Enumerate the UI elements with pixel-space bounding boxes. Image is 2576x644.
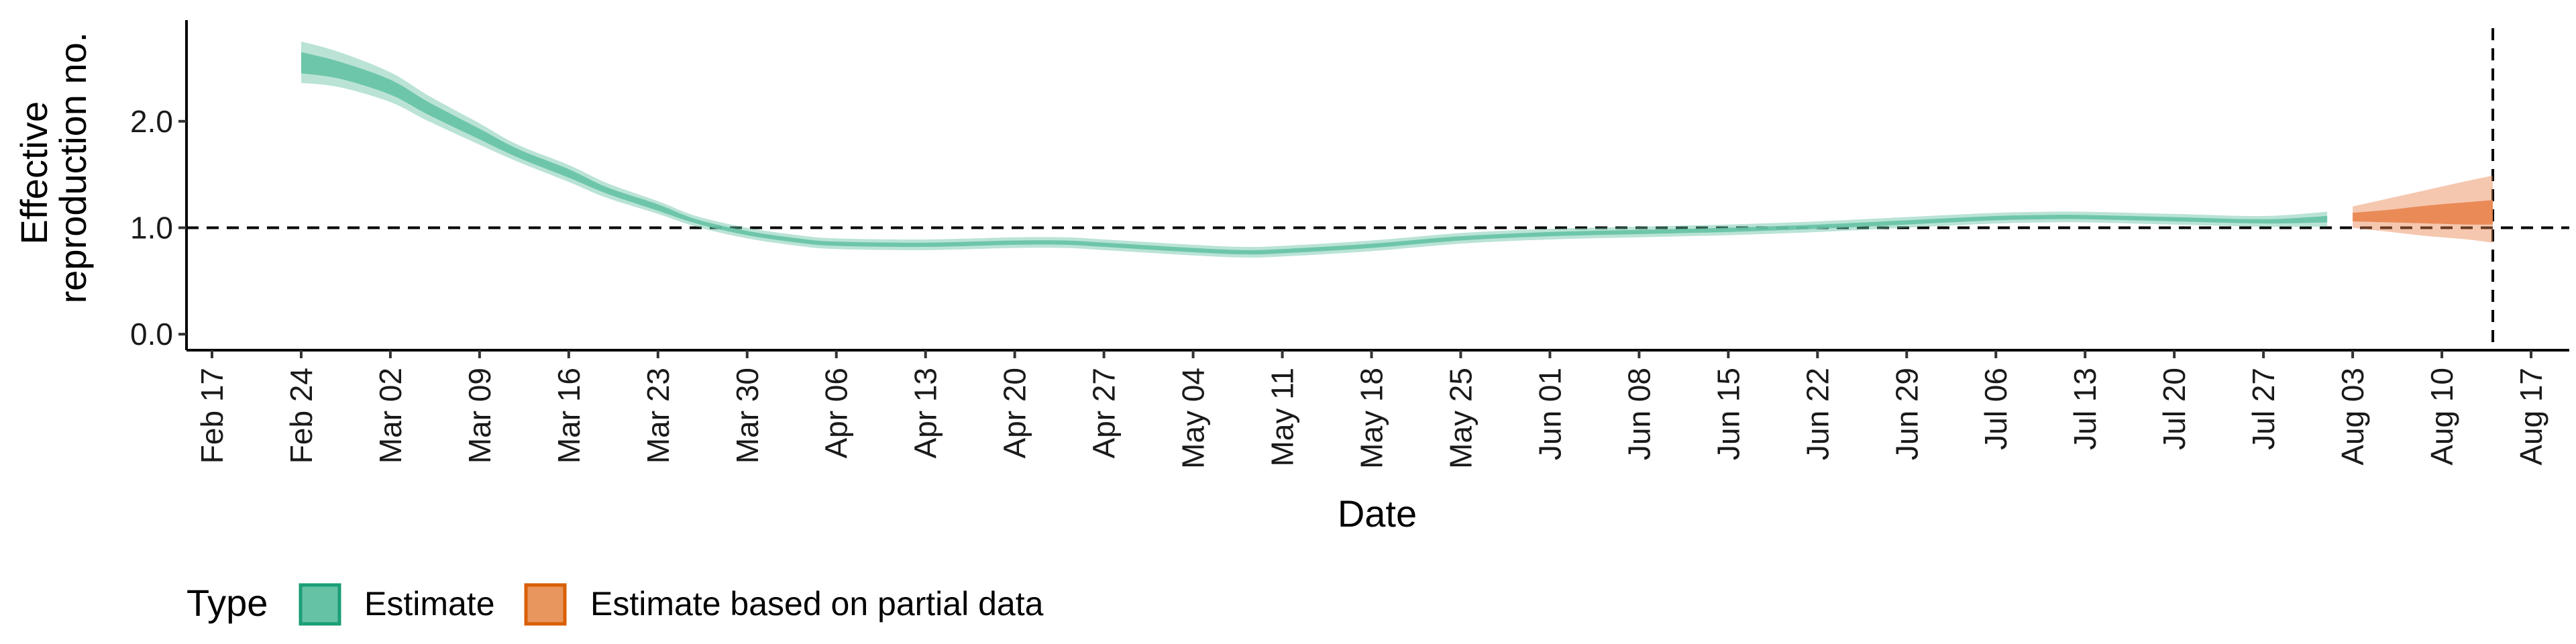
x-tick-label: Jun 29 <box>1889 368 1924 460</box>
band-inner-estimate <box>301 52 2328 255</box>
x-tick-label: Aug 17 <box>2514 368 2548 466</box>
y-tick-label: 0.0 <box>130 317 173 352</box>
x-tick-label: May 04 <box>1176 368 1211 469</box>
axes: 0.0 1.0 2.0 Feb 17 Feb 24 Mar 02 Mar 09 Mar 16 M… <box>130 20 2569 469</box>
x-tick-label: Mar 16 <box>551 368 586 464</box>
x-tick-label: Mar 30 <box>730 368 765 464</box>
y-tick-label: 1.0 <box>130 210 173 245</box>
x-tick-label: Jun 22 <box>1800 368 1835 460</box>
x-tick-label: Apr 27 <box>1087 368 1122 459</box>
x-tick-label: Jun 01 <box>1532 368 1567 460</box>
x-tick-label: Feb 24 <box>284 368 319 464</box>
x-tick-label: Mar 23 <box>641 368 676 464</box>
x-tick-label: Aug 10 <box>2424 368 2459 466</box>
x-tick-label: May 18 <box>1354 368 1389 469</box>
legend: Type Estimate Estimate based on partial … <box>186 582 1044 626</box>
x-tick-label: Mar 09 <box>462 368 497 464</box>
reference-lines <box>186 28 2569 350</box>
legend-swatch-estimate <box>299 583 341 626</box>
x-tick-label: Jun 08 <box>1621 368 1656 460</box>
x-tick-label: Mar 02 <box>373 368 408 464</box>
y-axis-title-line-1: Effective <box>13 101 55 245</box>
x-axis-title: Date <box>1338 492 1417 535</box>
estimate-bands <box>301 41 2493 258</box>
x-tick-label: Jul 06 <box>1978 368 2013 450</box>
band-inner-partial <box>2353 200 2493 225</box>
legend-label-estimate: Estimate <box>364 585 495 623</box>
legend-label-partial: Estimate based on partial data <box>590 585 1044 623</box>
x-tick-label: Apr 06 <box>819 368 854 459</box>
legend-title: Type <box>186 582 268 624</box>
x-tick-label: Jun 15 <box>1711 368 1746 460</box>
x-tick-label: Jul 20 <box>2157 368 2192 450</box>
x-tick-label: May 25 <box>1443 368 1478 469</box>
y-axis-title: Effective reproduction no. <box>13 32 94 304</box>
x-tick-label: Apr 13 <box>908 368 943 459</box>
y-tick-label: 2.0 <box>130 104 173 139</box>
x-tick-label: Feb 17 <box>195 368 229 464</box>
x-tick-label: Aug 03 <box>2335 368 2370 466</box>
band-outer-estimate <box>301 41 2328 258</box>
x-tick-label: May 11 <box>1265 368 1300 466</box>
x-tick-label: Apr 20 <box>998 368 1032 459</box>
x-tick-label: Jul 27 <box>2246 368 2281 450</box>
legend-swatch-partial <box>524 583 567 626</box>
x-tick-label: Jul 13 <box>2068 368 2102 450</box>
y-axis-title-line-2: reproduction no. <box>52 32 94 304</box>
